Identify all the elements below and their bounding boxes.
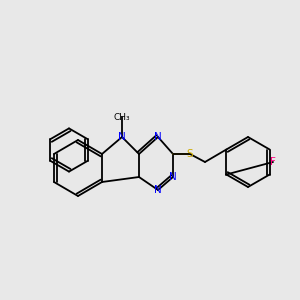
Text: N: N: [154, 185, 162, 195]
Text: N: N: [118, 132, 126, 142]
Text: N: N: [154, 132, 162, 142]
Text: F: F: [270, 157, 276, 167]
Text: S: S: [187, 149, 193, 159]
Text: N: N: [169, 172, 177, 182]
Text: CH₃: CH₃: [114, 112, 130, 122]
